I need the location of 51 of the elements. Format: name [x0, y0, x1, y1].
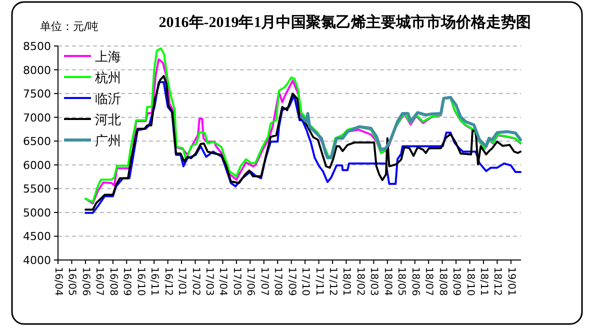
x-tick-label: 18/05 [396, 267, 407, 296]
legend-label: 广州 [95, 134, 121, 149]
x-tick-label: 16/10 [134, 267, 146, 296]
x-tick-label: 16/05 [66, 267, 78, 296]
x-tick-label: 17/05 [230, 267, 242, 296]
y-tick-label: 5500 [23, 182, 51, 196]
x-tick-label: 17/12 [327, 267, 338, 296]
y-tick-label: 6000 [23, 158, 51, 172]
x-tick-label: 18/04 [382, 267, 393, 296]
x-tick-label: 16/04 [52, 267, 64, 296]
x-tick-label: 16/09 [121, 267, 132, 296]
x-tick-label: 18/09 [450, 267, 462, 296]
y-tick-label: 8500 [23, 40, 51, 53]
x-tick-label: 18/03 [368, 267, 380, 296]
x-tick-label: 18/11 [478, 267, 489, 296]
legend-label: 上海 [95, 50, 121, 65]
x-tick-label: 18/07 [423, 267, 434, 296]
legend-label: 临沂 [95, 92, 121, 107]
x-tick-label: 17/11 [313, 267, 324, 296]
x-tick-label: 18/01 [340, 267, 352, 296]
x-tick-label: 18/06 [409, 267, 420, 296]
x-tick-label: 18/02 [354, 267, 366, 296]
y-tick-label: 7000 [23, 111, 51, 124]
x-tick-label: 17/03 [203, 267, 214, 296]
x-tick-label: 17/06 [244, 267, 256, 296]
x-tick-label: 16/06 [80, 267, 91, 296]
x-tick-label: 17/01 [176, 267, 188, 296]
legend-label: 河北 [95, 113, 121, 128]
y-tick-label: 8000 [23, 64, 51, 77]
y-tick-label: 7500 [23, 88, 51, 101]
x-tick-label: 18/12 [492, 267, 503, 296]
y-tick-label: 5000 [23, 206, 51, 220]
x-tick-label: 16/11 [148, 267, 160, 296]
y-tick-label: 4000 [23, 254, 51, 267]
x-tick-label: 17/07 [258, 267, 270, 296]
chart-title: 2016年-2019年1月中国聚氯乙烯主要城市市场价格走势图 [158, 13, 532, 31]
x-tick-label: 17/10 [300, 267, 311, 296]
x-tick-label: 16/12 [162, 267, 174, 296]
x-tick-label: 18/08 [436, 267, 448, 296]
x-tick-label: 16/08 [107, 267, 118, 296]
x-tick-label: 17/09 [286, 267, 297, 296]
y-tick-label: 4500 [23, 230, 51, 244]
x-tick-label: 17/08 [272, 267, 284, 296]
y-tick-label: 6500 [23, 135, 51, 148]
x-tick-label: 16/07 [94, 267, 105, 296]
x-tick-label: 18/10 [464, 267, 476, 296]
legend-label: 杭州 [94, 71, 121, 86]
x-tick-label: 17/02 [190, 267, 201, 296]
x-tick-label: 19/01 [505, 267, 516, 296]
y-axis-title: 单位：元/吨 [40, 20, 99, 33]
x-tick-label: 17/04 [217, 267, 228, 296]
